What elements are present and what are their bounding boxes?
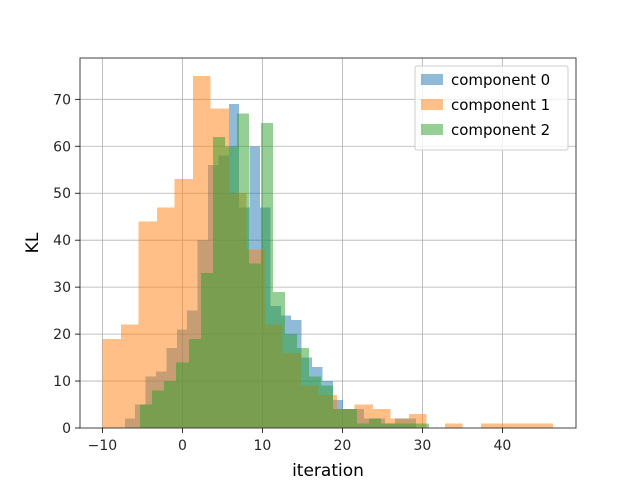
histogram-bar [356,423,369,428]
histogram-bar [344,409,357,428]
histogram-bar [164,381,176,428]
histogram-bar [354,404,373,428]
histogram-bar [498,423,517,428]
legend-label: component 0 [451,71,550,89]
histogram-bar [140,404,152,428]
histogram-bar [176,362,189,428]
histogram-bar [156,207,175,428]
histogram-bar [380,423,393,428]
histogram-bar [368,418,381,428]
histogram-bar [248,263,261,428]
histogram-bar [516,423,535,428]
histogram-bar [200,273,213,428]
histogram-bar [480,423,499,428]
x-tick-label: −10 [88,438,118,454]
legend-swatch [421,124,443,135]
histogram-bar [308,376,321,428]
series-2-bars [140,113,429,429]
histogram-bar [236,113,249,428]
y-tick-label: 70 [53,92,71,108]
y-tick-label: 20 [53,327,71,343]
histogram-bar [332,409,345,428]
y-tick-label: 40 [53,233,71,249]
x-tick-label: 30 [413,438,431,454]
histogram-bar [152,390,164,428]
histogram-bar [284,334,297,428]
x-tick-label: 10 [253,438,271,454]
legend-swatch [421,99,443,110]
histogram-bar [392,423,405,428]
bars [102,75,553,429]
histogram-bar [138,221,157,428]
histogram-bar [320,385,333,428]
histogram-bar [404,423,417,428]
histogram-bar [260,122,273,429]
y-axis-label: KL [23,232,43,253]
histogram-bar [224,146,237,428]
histogram-bar [212,136,225,429]
y-tick-label: 10 [53,374,71,390]
histogram-bar [416,423,429,428]
legend-label: component 1 [451,96,550,114]
x-axis-label: iteration [292,461,364,480]
histogram-bar [272,291,285,428]
plot-frame [79,57,577,429]
x-tick-label: 20 [333,438,351,454]
legend-swatch [421,74,443,85]
legend-box [414,65,569,151]
legend: component 0 component 1 component 2 [414,65,569,151]
y-tick-label: 60 [53,139,71,155]
y-tick-label: 30 [53,280,71,296]
x-tick-label: 40 [493,438,511,454]
histogram-bar [188,338,201,428]
histogram-bar [296,348,309,428]
histogram-bar [120,324,139,428]
legend-label: component 2 [451,121,550,139]
histogram-bar [534,423,553,428]
y-tick-label: 0 [62,421,71,437]
y-tick-label: 50 [53,186,71,202]
histogram-bar [444,423,463,428]
histogram-bar [102,338,121,428]
x-tick-label: 0 [178,438,187,454]
ticks: −10 0 10 20 30 40 0 10 20 30 40 50 60 70 [53,92,511,454]
